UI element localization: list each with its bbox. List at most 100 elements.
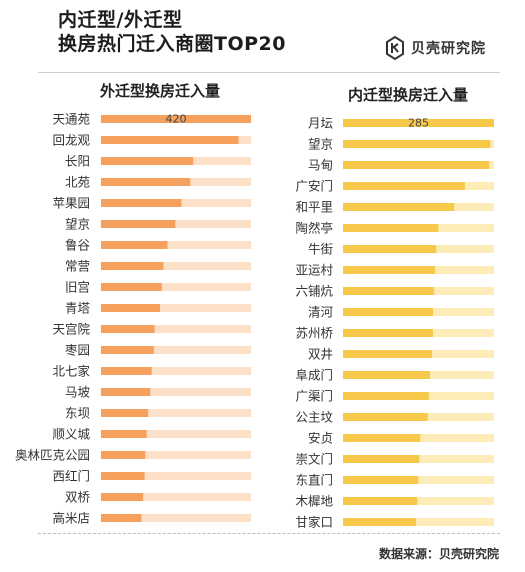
left-bar — [101, 136, 239, 144]
left-bar-track — [101, 493, 251, 501]
left-bar — [101, 325, 155, 333]
left-bar-track — [101, 220, 251, 228]
left-bar — [101, 451, 146, 459]
left-bar-track — [101, 451, 251, 459]
right-bar-track — [343, 497, 494, 505]
left-bar — [101, 346, 154, 354]
right-bar — [343, 371, 430, 379]
left-bar — [101, 262, 164, 270]
right-bar — [343, 266, 436, 274]
left-bar-track — [101, 388, 251, 396]
left-bar — [101, 220, 176, 228]
right-bar — [343, 161, 490, 169]
brand-logo: 贝壳研究院 — [385, 36, 486, 60]
left-bar-track — [101, 346, 251, 354]
right-bar — [343, 203, 455, 211]
right-data-label: 285 — [408, 117, 429, 130]
right-bar — [343, 119, 494, 127]
ke-logo-icon — [386, 36, 404, 60]
left-category-label: 常营 — [65, 259, 90, 274]
left-bar-track — [101, 367, 251, 375]
left-panel-title: 外迁型换房迁入量 — [100, 82, 221, 100]
left-category-label: 望京 — [65, 217, 90, 232]
left-bar-track — [101, 409, 251, 417]
left-category-label: 顺义城 — [52, 427, 90, 442]
right-category-label: 陶然亭 — [295, 221, 333, 236]
right-bar — [343, 518, 417, 526]
right-category-label: 阜成门 — [295, 368, 333, 383]
right-bar — [343, 182, 465, 190]
right-category-label: 木樨地 — [295, 494, 333, 509]
right-category-label: 望京 — [308, 137, 333, 152]
right-panel-title: 内迁型换房迁入量 — [348, 86, 469, 104]
left-category-label: 奥林匹克公园 — [15, 448, 90, 463]
left-bar-track — [101, 325, 251, 333]
right-bar — [343, 140, 491, 148]
left-category-label: 鲁谷 — [65, 238, 91, 253]
left-bar — [101, 388, 151, 396]
left-bar — [101, 493, 144, 501]
right-category-label: 苏州桥 — [295, 326, 333, 341]
left-data-label: 420 — [166, 113, 187, 126]
right-category-label: 双井 — [308, 347, 333, 362]
left-bar-chart: 天通苑 420 回龙观长阳北苑苹果园望京鲁谷常营旧宫青塔天宫院枣园北七家马坡东坝顺义… — [15, 112, 251, 526]
left-category-label: 西红门 — [52, 469, 90, 484]
left-bar-track — [101, 472, 251, 480]
right-category-label: 安贞 — [308, 431, 333, 446]
left-bar-track — [101, 241, 251, 249]
left-bar-track — [101, 262, 251, 270]
left-bar — [101, 514, 142, 522]
right-category-label: 牛街 — [308, 242, 333, 257]
right-bar-track — [343, 476, 494, 484]
left-category-label: 北七家 — [52, 364, 90, 379]
right-bar — [343, 308, 434, 316]
title-line-2: 换房热门迁入商圈TOP20 — [58, 33, 286, 55]
left-bar-track — [101, 514, 251, 522]
left-category-label: 苹果园 — [52, 196, 90, 211]
right-bar-track — [343, 518, 494, 526]
left-bar — [101, 430, 147, 438]
left-category-label: 天宫院 — [52, 322, 90, 337]
logo-text: 贝壳研究院 — [411, 41, 486, 57]
right-category-label: 月坛 — [308, 116, 333, 131]
left-bar — [101, 241, 168, 249]
left-bar — [101, 409, 149, 417]
right-bar — [343, 224, 439, 232]
left-bar — [101, 304, 160, 312]
right-category-label: 马甸 — [308, 158, 333, 173]
right-category-label: 东直门 — [295, 473, 333, 488]
right-bar-chart: 月坛 285 望京马甸广安门和平里陶然亭牛街亚运村六铺炕清河苏州桥双井阜成门广渠门公… — [295, 116, 494, 530]
right-bar — [343, 392, 429, 400]
left-bar — [101, 115, 251, 123]
right-category-label: 广安门 — [295, 179, 333, 194]
left-category-label: 旧宫 — [65, 280, 90, 295]
right-bar — [343, 287, 435, 295]
right-bar — [343, 329, 434, 337]
right-bar — [343, 497, 418, 505]
left-category-label: 高米店 — [52, 511, 90, 526]
left-category-label: 马坡 — [65, 385, 91, 400]
left-bar — [101, 472, 145, 480]
left-category-label: 枣园 — [65, 343, 90, 358]
right-bar — [343, 413, 428, 421]
left-bar — [101, 178, 191, 186]
left-bar-track — [101, 304, 251, 312]
right-category-label: 崇文门 — [295, 452, 333, 467]
title-line-1: 内迁型/外迁型 — [58, 9, 183, 31]
data-source: 数据来源：贝壳研究院 — [378, 547, 499, 561]
header-divider — [38, 72, 500, 73]
right-category-label: 甘家口 — [295, 515, 333, 530]
right-category-label: 和平里 — [295, 200, 333, 215]
left-category-label: 青塔 — [65, 301, 91, 316]
right-category-label: 清河 — [308, 305, 334, 320]
left-bar — [101, 157, 194, 165]
left-category-label: 长阳 — [65, 154, 90, 169]
right-bar — [343, 245, 437, 253]
right-bar — [343, 350, 433, 358]
left-bar-track — [101, 430, 251, 438]
chart-title: 内迁型/外迁型 换房热门迁入商圈TOP20 — [58, 8, 286, 56]
left-category-label: 东坝 — [65, 406, 90, 421]
left-category-label: 双桥 — [65, 490, 91, 505]
left-category-label: 回龙观 — [52, 133, 90, 148]
left-category-label: 天通苑 — [52, 112, 90, 127]
